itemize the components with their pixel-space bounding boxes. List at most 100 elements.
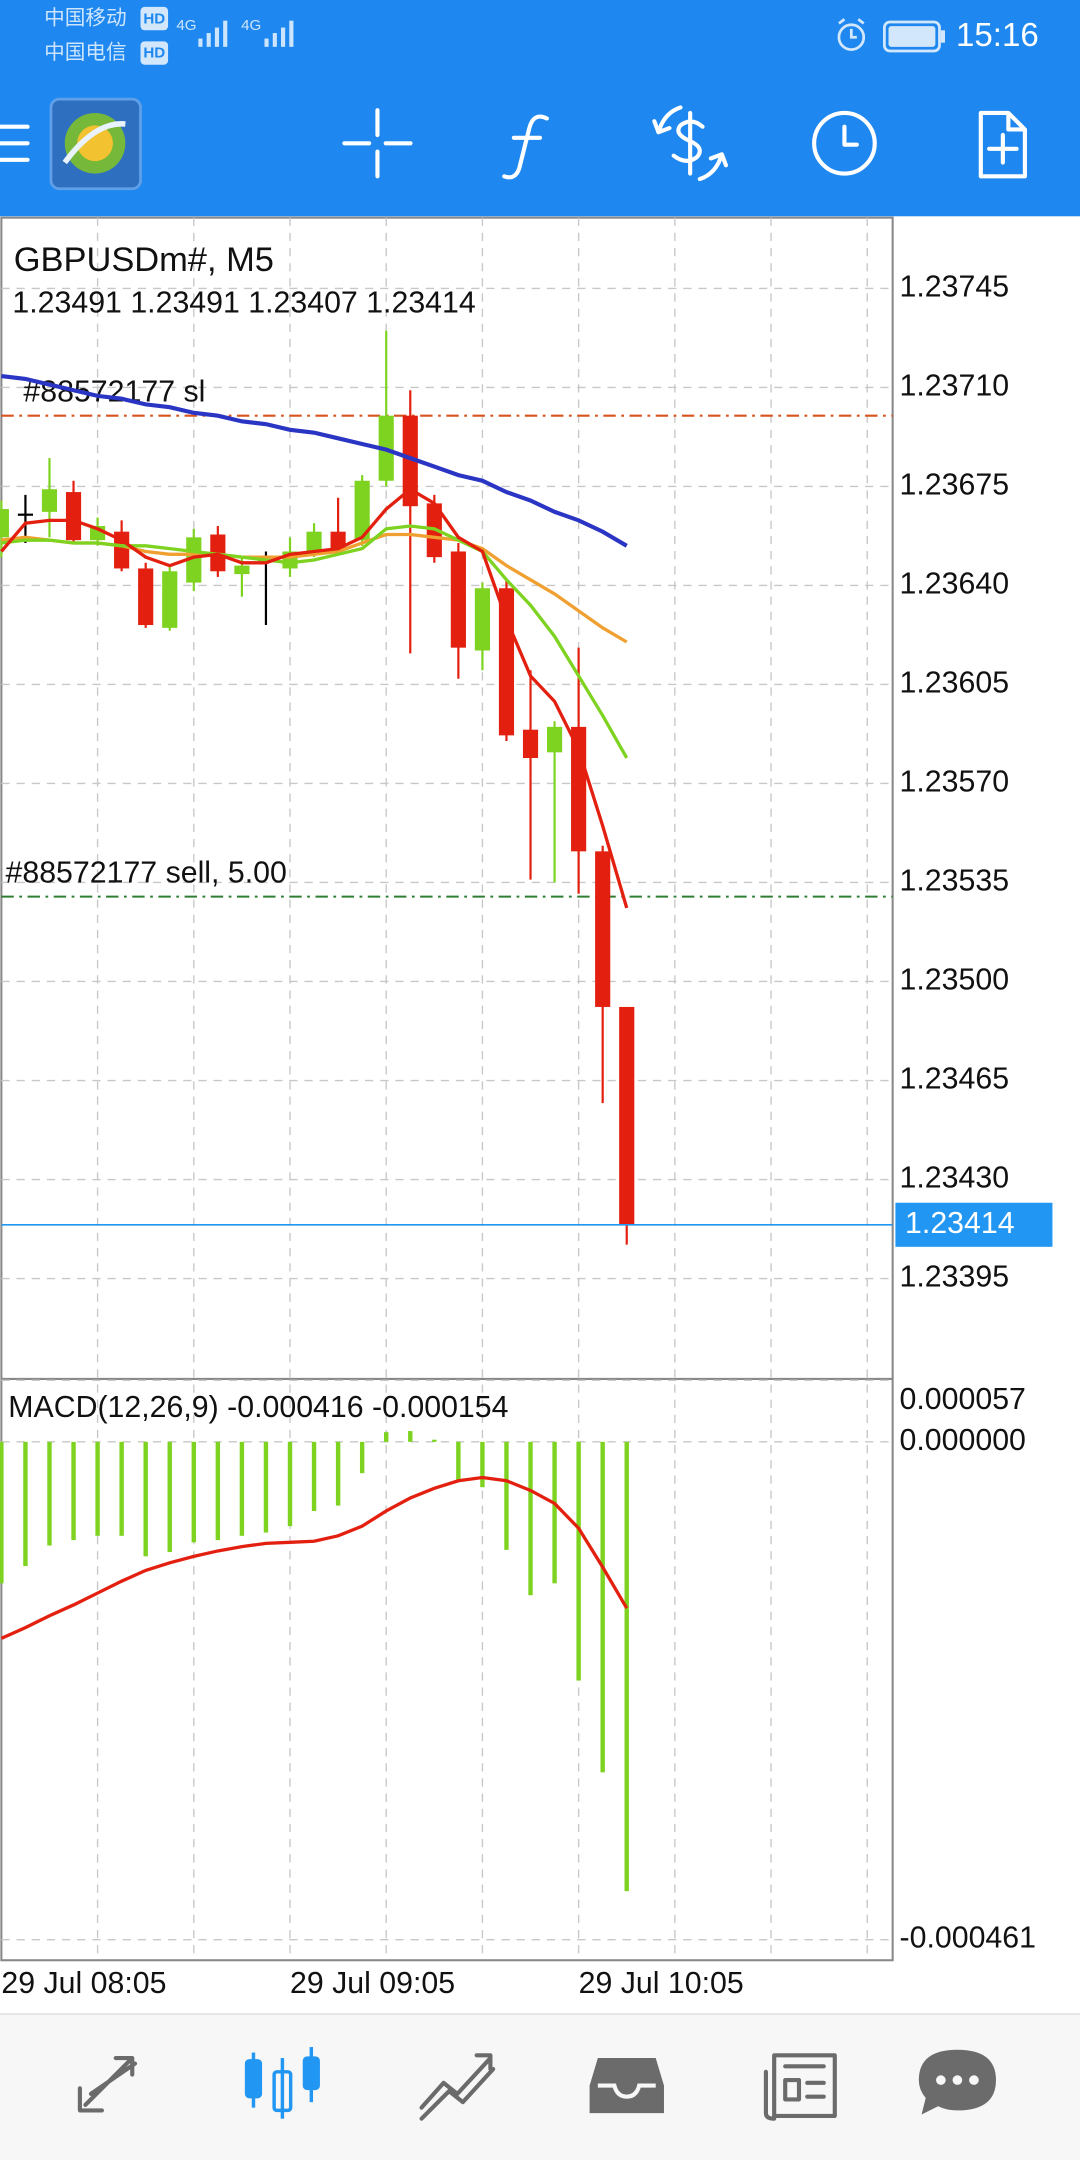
macd-bar: [47, 1441, 52, 1546]
moving-average: [1, 524, 629, 759]
macd-bar: [71, 1441, 76, 1541]
macd-bar: [119, 1441, 124, 1536]
macd-bar: [263, 1441, 269, 1533]
macd-bar: [287, 1441, 293, 1527]
x-tick-label: 29 Jul 08:05: [1, 1967, 166, 2000]
candle-body: [41, 489, 58, 512]
alarm-icon: [837, 18, 866, 51]
battery-icon: [883, 20, 945, 53]
y-tick-label: 0.000057: [900, 1383, 1026, 1416]
ohlc-readout: 1.23491 1.23491 1.23407 1.23414: [12, 286, 475, 319]
trade-button[interactable]: [652, 105, 729, 182]
signal-value: -0.000154: [372, 1391, 508, 1424]
timeframe-button[interactable]: [812, 110, 877, 176]
y-tick-label: 1.23465: [900, 1063, 1010, 1096]
status-bar: 中国移动 HD 4G 4G 中国电信 HD 15:16: [44, 7, 1039, 65]
candle-body: [522, 729, 539, 758]
y-tick-label: 1.23500: [900, 963, 1010, 996]
candle-body: [546, 726, 563, 753]
candle-body: [138, 568, 154, 626]
y-tick-label: 1.23570: [900, 765, 1010, 798]
candle-body: [65, 492, 82, 541]
hd-label: HD: [143, 45, 165, 62]
macd-bar: [480, 1441, 485, 1488]
macd-bar: [456, 1441, 461, 1481]
macd-bar: [432, 1439, 437, 1442]
macd-bar: [215, 1441, 221, 1541]
candle-body: [186, 537, 202, 583]
high-value: 1.23491: [130, 286, 240, 319]
signal-line: [0, 1475, 629, 1640]
macd-bar: [552, 1441, 557, 1584]
news-tab[interactable]: [763, 2053, 837, 2121]
quotes-tab[interactable]: [77, 2055, 138, 2113]
chat-tab[interactable]: [918, 2049, 996, 2115]
order-label: #88572177 sl: [23, 376, 205, 409]
moving-average: [0, 487, 629, 909]
bid-box: [895, 1202, 1053, 1247]
y-tick-label: 1.23675: [900, 468, 1010, 501]
candle-body: [619, 1006, 635, 1225]
y-tick-label: 0.000000: [900, 1424, 1026, 1457]
macd-bar: [624, 1441, 629, 1892]
macd-bar: [311, 1441, 317, 1511]
crosshair-button[interactable]: [342, 108, 413, 179]
macd-readout: MACD(12,26,9) -0.000416 -0.000154: [8, 1391, 508, 1424]
candle-body: [234, 565, 250, 575]
y-tick-label: 1.23605: [900, 666, 1010, 699]
menu-button[interactable]: [0, 124, 30, 162]
candle-body: [162, 571, 178, 628]
clock: 15:16: [956, 17, 1039, 54]
bottom-nav: [0, 2013, 1080, 2160]
hd-badge: [140, 41, 169, 65]
macd-bar: [95, 1441, 100, 1536]
macd-bar: [600, 1441, 605, 1773]
macd-bar: [528, 1441, 533, 1596]
macd-title: MACD(12,26,9): [8, 1391, 218, 1424]
app-logo[interactable]: [49, 97, 142, 191]
chart-frame: [0, 216, 894, 1962]
macd-bar: [359, 1441, 365, 1474]
hd-badge: [140, 6, 169, 31]
candle-body: [450, 551, 466, 648]
x-tick-label: 29 Jul 10:05: [579, 1967, 744, 2000]
plot: 1.23745 1.23710 1.23675 1.23640 1.23605 1.235…: [0, 217, 1053, 2000]
candle-body: [474, 588, 490, 651]
carrier: 中国移动: [44, 7, 127, 30]
signal-icon: [198, 20, 228, 47]
y-tick-label: 1.23640: [900, 567, 1010, 600]
candle-body: [330, 531, 346, 549]
macd-bar: [504, 1441, 509, 1550]
network: 4G: [176, 17, 196, 34]
y-tick-label: 1.23710: [900, 369, 1010, 402]
macd-bar: [23, 1441, 28, 1567]
moving-average: [1, 374, 628, 548]
y-tick-label: 1.23745: [900, 270, 1010, 303]
y-tick-label: 1.23430: [900, 1162, 1010, 1195]
indicators-button[interactable]: [502, 114, 549, 180]
macd-bar: [143, 1441, 148, 1557]
candle-body: [571, 726, 587, 852]
new-order-button[interactable]: [978, 110, 1027, 179]
history-tab[interactable]: [589, 2058, 664, 2114]
low-value: 1.23407: [248, 286, 358, 319]
chart-tab[interactable]: [244, 2047, 320, 2119]
hd-label: HD: [143, 10, 165, 27]
candle-body: [0, 509, 9, 538]
open-value: 1.23491: [12, 286, 122, 319]
toolbar: [0, 97, 1027, 191]
order-label: #88572177 sell, 5.00: [6, 857, 287, 890]
bid-label: 1.23414: [905, 1207, 1015, 1240]
candle-body: [402, 415, 418, 507]
x-tick-label: 29 Jul 09:05: [290, 1967, 455, 2000]
macd-bar: [0, 1441, 4, 1584]
macd-bar: [167, 1441, 172, 1553]
trade-tab[interactable]: [419, 2053, 496, 2121]
macd-bar: [335, 1441, 341, 1506]
y-tick-label: 1.23535: [900, 864, 1010, 897]
close-value: 1.23414: [366, 286, 476, 319]
macd-bar: [191, 1441, 196, 1543]
candle-body: [595, 851, 611, 1007]
